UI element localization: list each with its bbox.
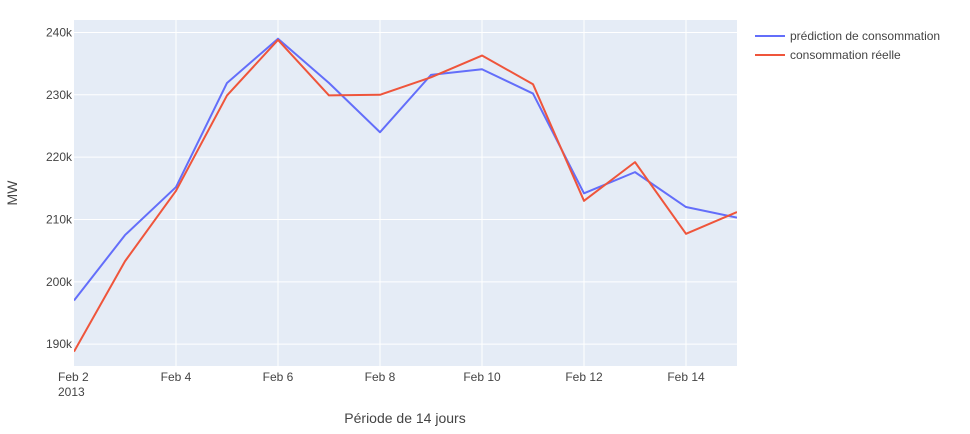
plot-background (74, 20, 737, 366)
y-axis-ticks: 190k 200k 210k 220k 230k 240k (46, 25, 73, 351)
y-tick-label: 220k (46, 150, 73, 164)
legend-label: consommation réelle (790, 48, 901, 62)
y-tick-label: 200k (46, 275, 73, 289)
x-tick-label: Feb 8 (365, 370, 396, 384)
y-tick-label: 190k (46, 337, 73, 351)
gridlines (74, 20, 737, 366)
legend-item-1[interactable]: prédiction de consommation (755, 29, 940, 43)
legend-label: prédiction de consommation (790, 29, 940, 43)
y-tick-label: 240k (46, 25, 73, 39)
x-tick-label: Feb 14 (667, 370, 705, 384)
series-line-1 (74, 37, 737, 302)
x-tick-label: Feb 2 (58, 370, 89, 384)
y-axis-title: MW (4, 180, 20, 206)
series-layer (74, 37, 737, 353)
series-line-2 (74, 38, 737, 353)
y-tick-label: 210k (46, 212, 73, 226)
x-tick-label: Feb 12 (565, 370, 603, 384)
x-tick-label: Feb 6 (263, 370, 294, 384)
x-tick-label: Feb 10 (463, 370, 501, 384)
x-tick-sublabel: 2013 (58, 385, 85, 399)
legend-item-2[interactable]: consommation réelle (755, 48, 901, 62)
x-tick-label: Feb 4 (161, 370, 192, 384)
legend[interactable]: prédiction de consommation consommation r… (755, 29, 940, 62)
x-axis-title: Période de 14 jours (344, 410, 465, 426)
y-tick-label: 230k (46, 88, 73, 102)
